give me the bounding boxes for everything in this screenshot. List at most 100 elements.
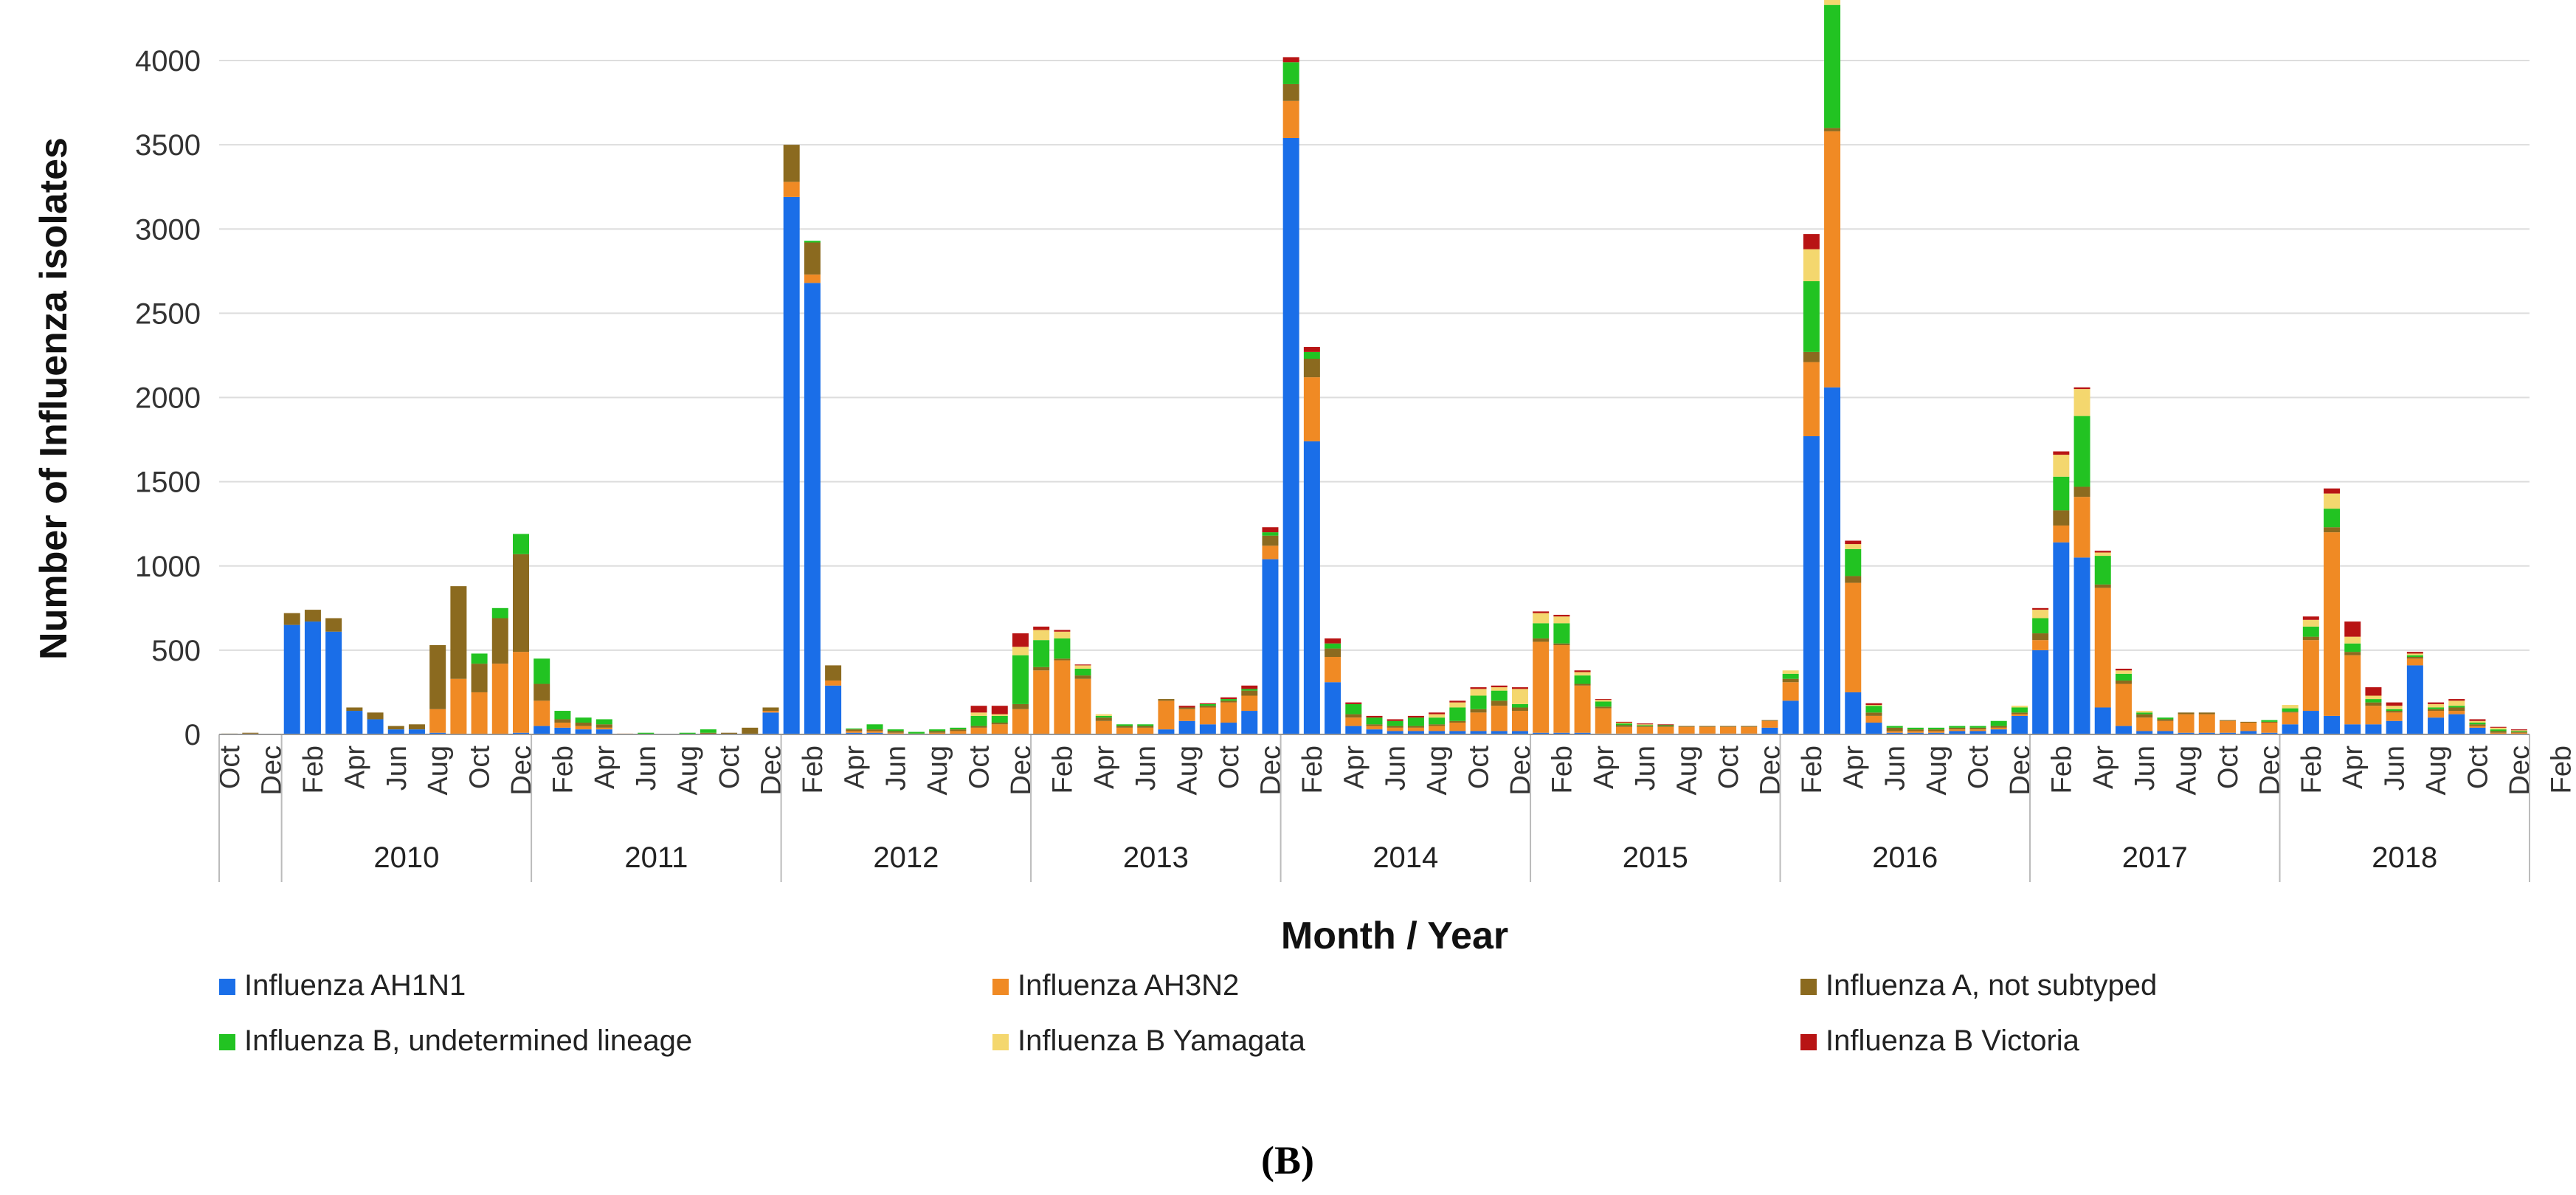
bar-segment (1199, 706, 1216, 708)
x-tick-label: Jun (1630, 745, 1661, 791)
bar-segment (783, 196, 800, 734)
bar-segment (1637, 725, 1654, 726)
bar-segment (1845, 544, 1862, 549)
bar-segment (1449, 731, 1466, 734)
year-groups: 2010 2011 2012 2013 2014 2015 2016 2017 2018 (218, 734, 2530, 882)
bar-segment (1824, 131, 1841, 388)
bar-segment (1574, 683, 1591, 686)
x-tick-label: Feb (1547, 745, 1578, 793)
bar-segment (1470, 687, 1487, 689)
bar-segment (2448, 714, 2465, 734)
bar-segment (1054, 658, 1071, 661)
bar-segment (1220, 697, 1237, 700)
bar-segment (471, 653, 488, 664)
bar-segment (1699, 726, 1716, 727)
bar-segment (554, 719, 571, 723)
year-label: 2012 (873, 841, 939, 874)
bar-segment (2365, 695, 2382, 700)
legend-label: Influenza B, undetermined lineage (244, 1024, 692, 1057)
bar-segment (2448, 700, 2465, 706)
bar-segment (866, 732, 883, 734)
bar-segment (1429, 731, 1446, 734)
x-tick-label: Feb (1797, 745, 1828, 793)
bar-segment (887, 729, 904, 731)
bar-segment (2094, 707, 2111, 734)
bar-segment (1761, 720, 1778, 728)
bar-segment (1533, 638, 1550, 642)
bar-segment (2469, 720, 2486, 723)
bar-segment (533, 683, 550, 701)
bar-segment (2073, 486, 2090, 497)
bar-segment (346, 711, 363, 734)
bar-segment (1865, 705, 1882, 706)
y-tick-label: 3000 (135, 213, 201, 246)
bar-segment (2053, 451, 2070, 455)
bar-segment (1845, 582, 1862, 692)
bar-segment (825, 680, 842, 686)
bar-segment (929, 732, 946, 734)
bar-segment (2032, 633, 2049, 641)
bar-segment (1741, 726, 1758, 734)
bar-segment (2344, 655, 2361, 725)
bar-segment (2365, 699, 2382, 703)
bar-segment (1865, 723, 1882, 734)
bar-segment (2365, 702, 2382, 706)
bar-segment (2261, 732, 2278, 734)
bar-segment (2115, 673, 2132, 681)
bar-segment (1220, 702, 1237, 723)
bar-segment (2386, 706, 2403, 709)
bar-segment (1262, 545, 1279, 559)
year-label: 2013 (1123, 841, 1189, 874)
x-tick-label: Oct (1214, 745, 1245, 790)
bar-segment (346, 707, 363, 712)
bar-segment (825, 685, 842, 734)
bar-segment (2115, 668, 2132, 671)
bar-segment (1928, 729, 1945, 731)
bar-segment (1345, 717, 1362, 726)
bar-segment (1491, 706, 1508, 731)
bar-segment (742, 727, 759, 734)
bar-segment (1574, 685, 1591, 733)
bar-segment (1553, 614, 1570, 617)
bar-segment (2240, 723, 2257, 731)
bar-segment (2406, 657, 2423, 659)
bar-segment (1158, 700, 1175, 730)
bar-segment (1553, 643, 1570, 646)
bar-segment (2344, 621, 2361, 637)
legend-swatch (992, 1034, 1009, 1050)
bar-segment (1595, 701, 1612, 707)
bar-segment (1387, 720, 1403, 726)
bar-segment (700, 732, 716, 734)
bar-segment (1553, 732, 1570, 734)
bar-segment (429, 645, 446, 709)
bar-segment (991, 706, 1008, 714)
bar-segment (1178, 709, 1195, 721)
bar-segment (846, 732, 863, 734)
bar-segment (2157, 719, 2174, 721)
bar-segment (1387, 726, 1403, 728)
bar-segment (1928, 727, 1945, 730)
bar-segment (325, 631, 342, 734)
y-axis-label: Number of Influenza isolates (32, 137, 75, 660)
x-tick-label: Aug (922, 745, 953, 796)
x-tick-label: Aug (673, 745, 704, 796)
bar-segment (2053, 525, 2070, 543)
bar-segment (1199, 707, 1216, 725)
bar-segment (929, 729, 946, 731)
bar-segment (1637, 724, 1654, 726)
x-tick-label: Aug (1672, 745, 1703, 796)
bar-segment (2448, 699, 2465, 701)
bar-segment (304, 621, 321, 734)
bar-segment (1865, 703, 1882, 706)
bar-segment (1158, 699, 1175, 701)
bar-segment (1074, 678, 1091, 734)
bar-segment (2011, 714, 2028, 716)
x-tick-label: Apr (2338, 745, 2369, 789)
bar-segment (1220, 700, 1237, 703)
bar-segment (2510, 732, 2527, 734)
bar-segment (970, 727, 987, 734)
legend-label: Influenza B Victoria (1826, 1024, 2080, 1057)
y-tick-label: 4000 (135, 45, 201, 78)
x-tick-label: Apr (339, 745, 370, 789)
year-label: 2018 (2372, 841, 2437, 874)
